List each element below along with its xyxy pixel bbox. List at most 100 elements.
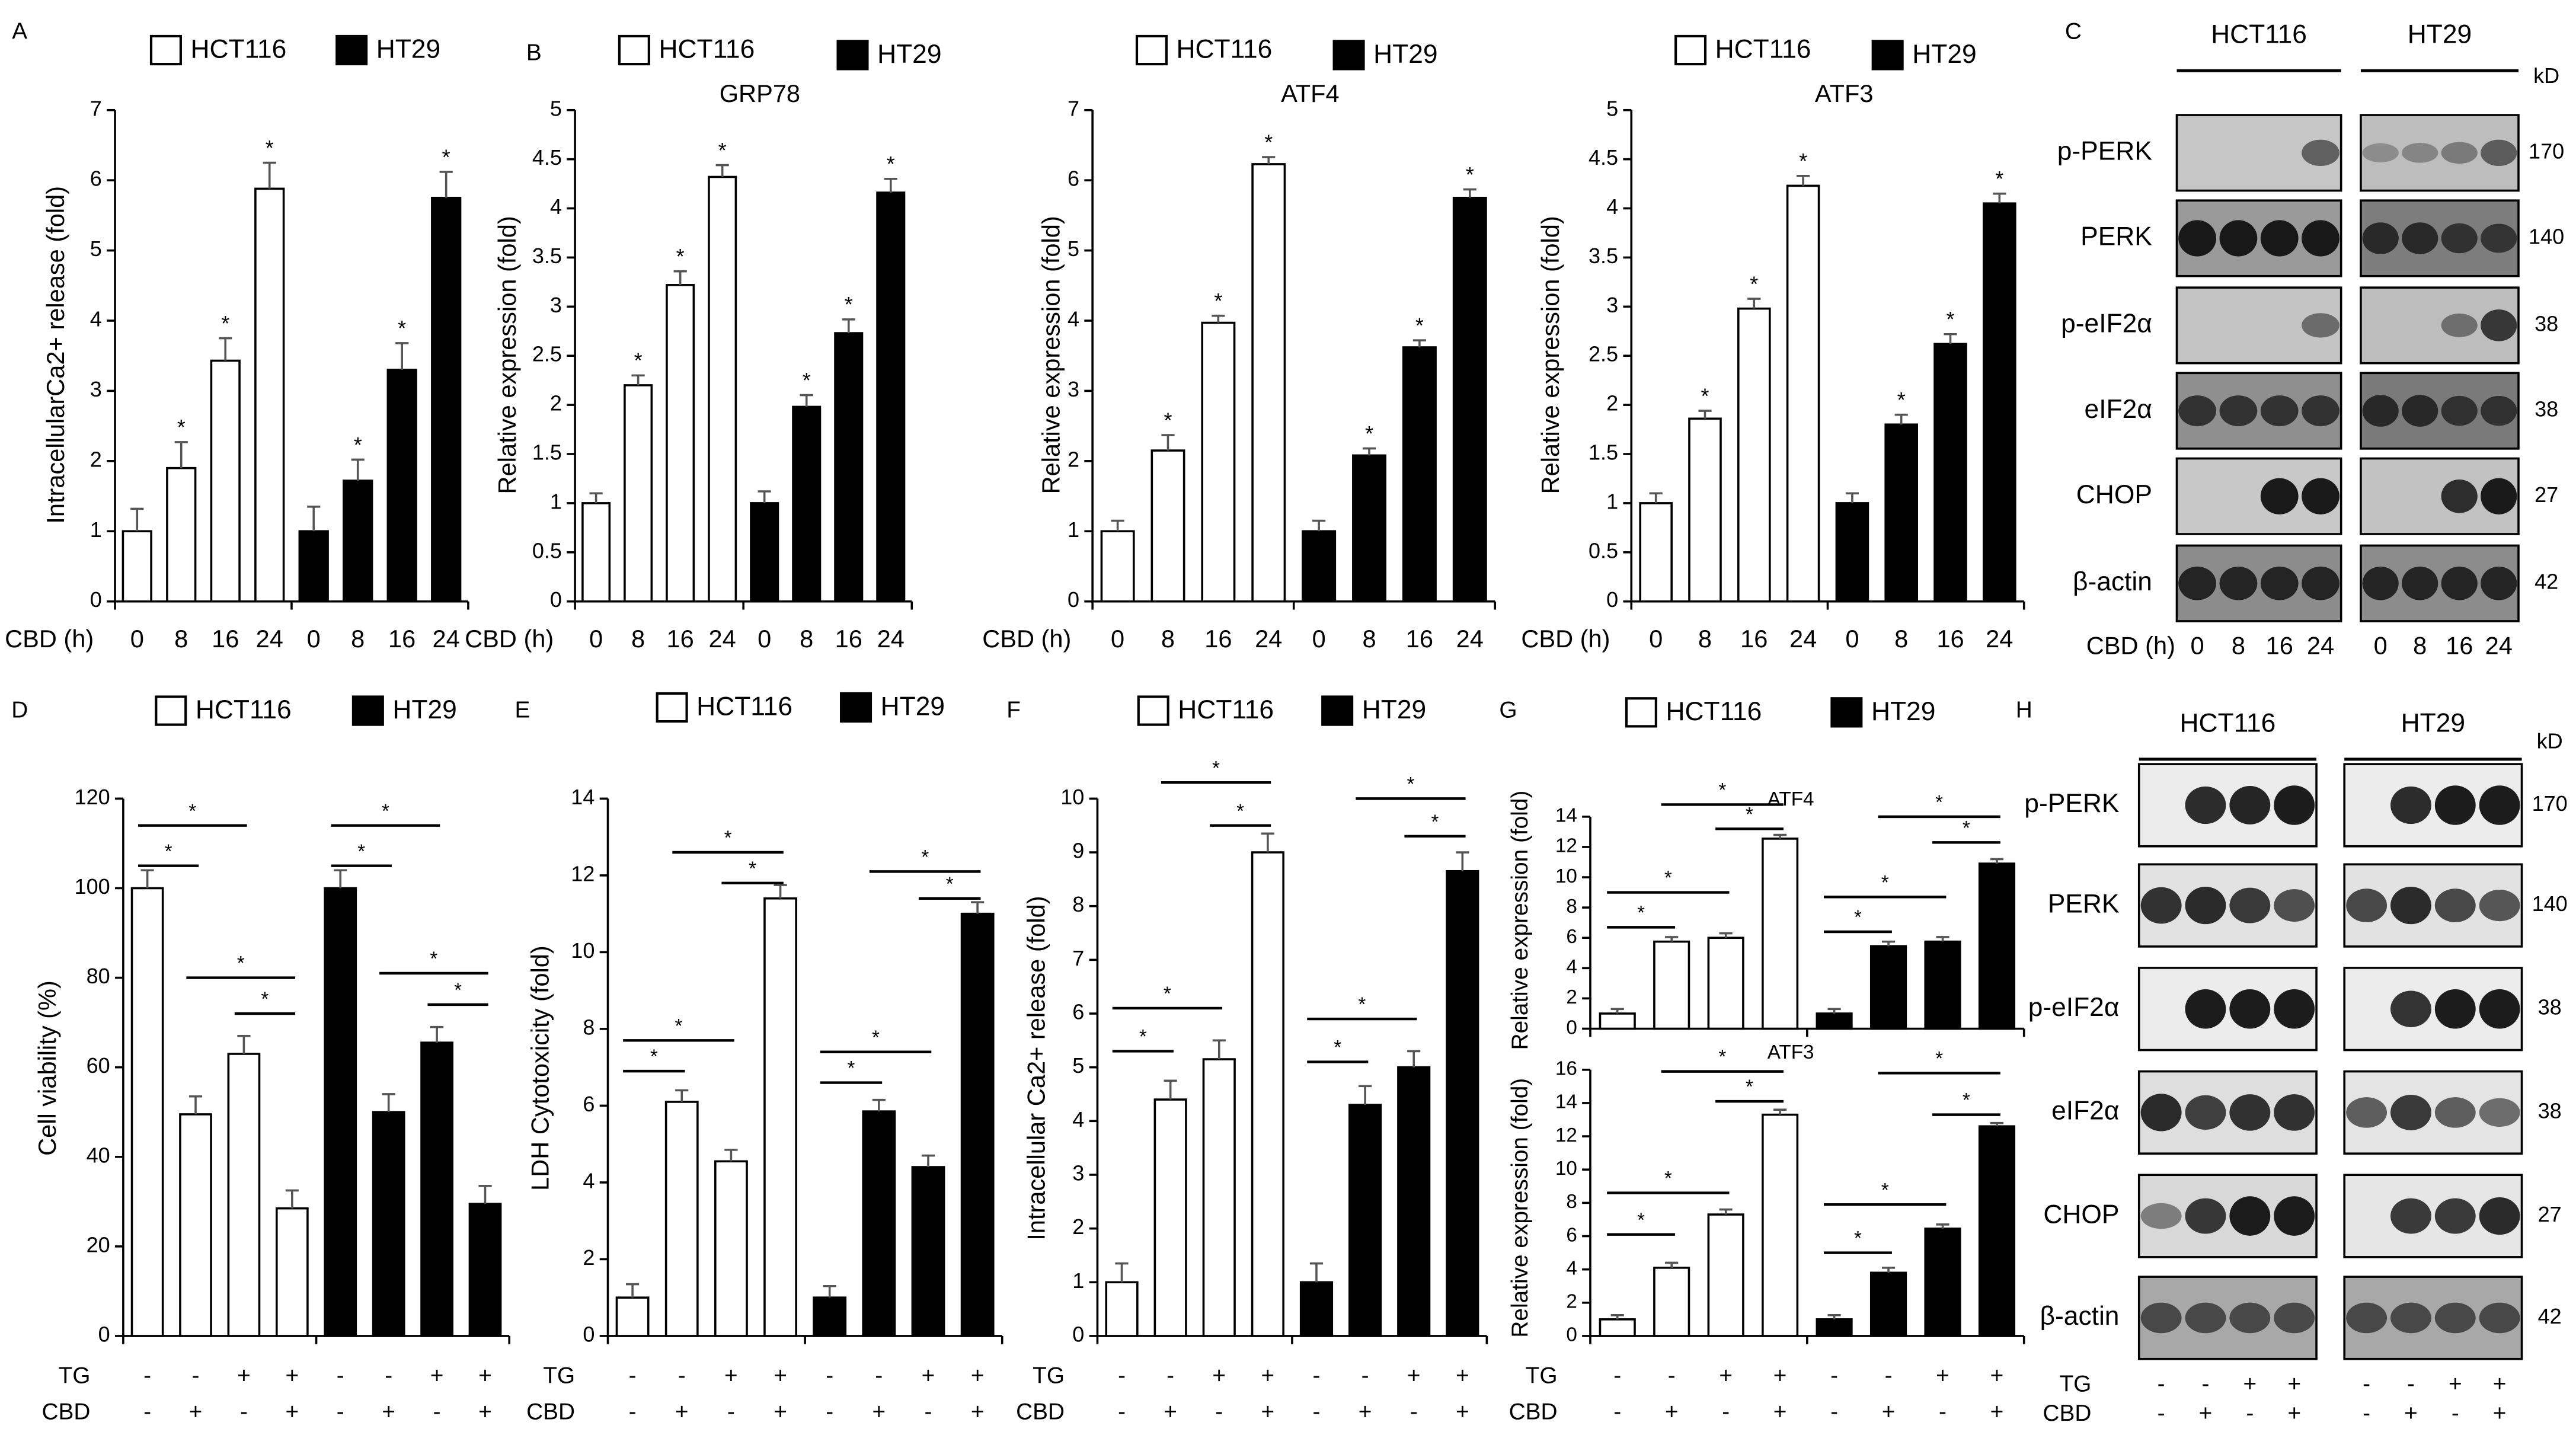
- significance-star: *: [1664, 867, 1672, 889]
- condition-sign: -: [629, 1399, 637, 1424]
- y-tick-label: 80: [87, 964, 110, 988]
- bar-ht29: [1869, 1271, 1907, 1337]
- significance-star: *: [1935, 791, 1943, 813]
- protein-band: [2140, 1203, 2182, 1229]
- molecular-weight: 42: [2538, 1304, 2562, 1328]
- significance-star: *: [1365, 421, 1373, 446]
- significance-star: *: [946, 873, 954, 895]
- protein-band: [2302, 395, 2340, 427]
- bar-ht29: [1446, 870, 1479, 1337]
- chart-title: ATF3: [1768, 1041, 1814, 1063]
- condition-sign: +: [430, 1363, 444, 1388]
- condition-sign: +: [1359, 1399, 1372, 1424]
- significance-star: *: [1946, 307, 1954, 331]
- x-axis-prefix: CBD (h): [465, 625, 554, 653]
- bar-ht29: [1978, 862, 2016, 1030]
- significance-star: *: [1214, 289, 1222, 313]
- panel-label: C: [2065, 19, 2082, 44]
- protein-band: [2362, 143, 2399, 162]
- bar-ht29: [1397, 1066, 1431, 1337]
- protein-band: [2185, 989, 2226, 1029]
- protein-band: [2402, 566, 2438, 600]
- y-tick-label: 4: [583, 1168, 595, 1193]
- bar-ht29: [1402, 346, 1437, 603]
- lane-label: 16: [2446, 631, 2473, 659]
- protein-band: [2441, 223, 2478, 254]
- condition-sign: +: [382, 1399, 395, 1424]
- x-tick-label: 0: [1111, 625, 1124, 653]
- condition-sign: +: [2287, 1401, 2301, 1426]
- protein-band: [2274, 1196, 2315, 1236]
- blot-row-label: CHOP: [2043, 1200, 2119, 1229]
- bar-ht29: [431, 196, 462, 603]
- protein-band: [2390, 1094, 2431, 1130]
- bar-ht29: [298, 530, 329, 603]
- condition-sign: +: [1773, 1399, 1787, 1424]
- bar-ht29: [1452, 196, 1487, 603]
- legend-swatch-ht29: [1830, 697, 1863, 728]
- lane-label: 24: [2307, 631, 2334, 659]
- bar-ht29: [1302, 530, 1337, 603]
- significance-star: *: [634, 349, 643, 373]
- bar-hct116: [615, 1296, 650, 1337]
- x-tick-label: 16: [835, 625, 862, 653]
- protein-band: [2481, 139, 2517, 167]
- condition-sign: -: [2363, 1371, 2370, 1396]
- bar-hct116: [227, 1053, 261, 1337]
- significance-star: *: [1718, 1046, 1726, 1068]
- y-tick-label: 0: [1072, 1322, 1084, 1346]
- significance-star: *: [650, 1046, 658, 1068]
- y-tick-label: 6: [90, 167, 102, 191]
- y-tick-label: 2: [550, 391, 562, 416]
- significance-star: *: [430, 948, 437, 970]
- significance-star: *: [872, 1027, 880, 1049]
- y-tick-label: 7: [1072, 946, 1084, 970]
- significance-star: *: [1334, 1037, 1341, 1059]
- condition-sign: +: [1665, 1399, 1679, 1424]
- x-axis-prefix: CBD (h): [2086, 631, 2175, 659]
- y-tick-label: 60: [87, 1053, 110, 1078]
- bar-ht29: [343, 480, 373, 603]
- condition-sign: +: [1882, 1399, 1896, 1424]
- protein-band: [2302, 139, 2340, 167]
- bar-hct116: [1251, 851, 1284, 1337]
- bar-hct116: [1707, 937, 1744, 1030]
- bar-ht29: [372, 1111, 405, 1337]
- chart-title: ATF3: [1815, 79, 1874, 107]
- significance-star: *: [177, 415, 186, 439]
- protein-band: [2185, 1095, 2226, 1130]
- panel-label: B: [526, 40, 542, 66]
- protein-band: [2274, 889, 2315, 922]
- x-axis-prefix: CBD (h): [982, 625, 1071, 653]
- condition-sign: +: [724, 1363, 738, 1388]
- condition-sign: -: [1613, 1399, 1621, 1424]
- condition-sign: +: [1936, 1363, 1949, 1388]
- y-tick-label: 16: [1555, 1058, 1577, 1080]
- blot-row-label: β-actin: [2040, 1302, 2120, 1331]
- protein-band: [2362, 222, 2399, 254]
- condition-sign: -: [192, 1363, 200, 1388]
- condition-sign: -: [727, 1399, 735, 1424]
- y-tick-label: 2.5: [532, 342, 562, 366]
- y-tick-label: 10: [571, 938, 595, 963]
- bar-ht29: [386, 369, 417, 603]
- bar-ht29: [1978, 1125, 2016, 1337]
- blot-membrane: [2137, 1174, 2318, 1258]
- blot-group-label: HCT116: [2179, 708, 2275, 737]
- x-tick-label: 24: [877, 625, 905, 653]
- legend-swatch-hct116: [1137, 695, 1169, 726]
- bar-hct116: [179, 1113, 212, 1337]
- bar-hct116: [1599, 1012, 1636, 1030]
- x-tick-label: 24: [1986, 625, 2013, 653]
- protein-band: [2434, 1097, 2476, 1128]
- x-tick-label: 0: [589, 625, 603, 653]
- protein-band: [2481, 309, 2517, 341]
- protein-band: [2185, 1302, 2226, 1334]
- y-axis-label: Relative expression (fold): [1507, 1078, 1533, 1338]
- bar-ht29: [813, 1296, 847, 1337]
- bar-hct116: [1707, 1213, 1744, 1337]
- bar-ht29: [1983, 202, 2016, 603]
- protein-band: [2434, 785, 2476, 825]
- bar-hct116: [708, 175, 737, 603]
- protein-band: [2229, 989, 2271, 1029]
